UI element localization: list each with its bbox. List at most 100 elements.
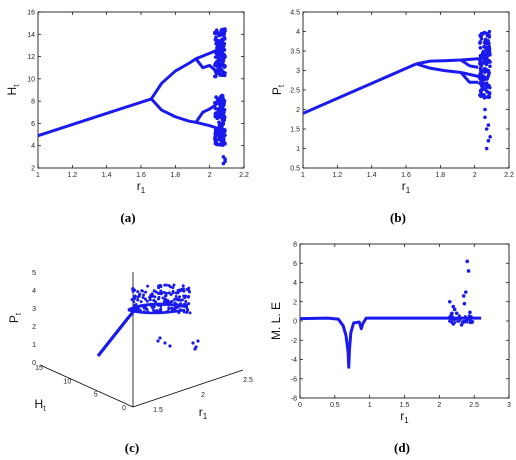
scatter-point bbox=[157, 295, 161, 299]
trajectory-branch bbox=[127, 302, 189, 312]
x-tick-label: 1.6 bbox=[136, 172, 146, 179]
panel-label-d: (d) bbox=[394, 440, 410, 455]
series-line-b-1 bbox=[416, 56, 489, 66]
scatter-point bbox=[458, 314, 461, 318]
scatter-point bbox=[220, 127, 224, 131]
scatter-point bbox=[132, 295, 136, 299]
scatter-point bbox=[450, 317, 454, 321]
x-tick-label: 2 bbox=[437, 402, 441, 409]
plot-frame-b bbox=[302, 11, 510, 169]
scatter-point bbox=[196, 339, 200, 343]
scatter-point bbox=[171, 286, 175, 290]
r-axis-label: r1 bbox=[199, 405, 208, 421]
scatter-point bbox=[158, 336, 162, 340]
scatter-point bbox=[454, 311, 459, 316]
scatter-point bbox=[176, 291, 180, 295]
scatter-point bbox=[465, 317, 469, 321]
y-axis-label-a: Ht bbox=[5, 84, 21, 96]
y-axis-label-b: Pt bbox=[270, 84, 286, 95]
series-line-a-4 bbox=[194, 101, 220, 124]
scatter-point bbox=[222, 42, 226, 46]
scatter-point bbox=[466, 269, 471, 273]
scatter-point bbox=[215, 131, 219, 136]
scatter-point bbox=[187, 286, 191, 290]
series-line-b-4 bbox=[459, 71, 479, 84]
y-tick-label: 1.5 bbox=[290, 127, 300, 134]
plot-frame-d bbox=[299, 243, 510, 399]
scatter-point bbox=[478, 41, 482, 45]
scatter-point bbox=[163, 303, 167, 307]
scatter-point bbox=[170, 299, 174, 303]
scatter-point bbox=[213, 128, 218, 132]
y-tick-label: 4.5 bbox=[290, 10, 300, 17]
scatter-point bbox=[133, 304, 137, 308]
scatter-point bbox=[223, 54, 227, 59]
scatter-point bbox=[482, 87, 487, 91]
y-tick-label: 3.5 bbox=[290, 49, 300, 56]
scatter-point bbox=[139, 300, 143, 304]
scatter-point bbox=[166, 309, 170, 313]
scatter-point bbox=[222, 28, 227, 32]
scatter-point bbox=[487, 71, 491, 75]
scatter-point bbox=[170, 309, 174, 313]
scatter-point bbox=[487, 95, 492, 99]
scatter-point bbox=[179, 302, 183, 306]
y-tick-label: 10 bbox=[27, 76, 35, 83]
scatter-point bbox=[213, 74, 217, 79]
scatter-point bbox=[173, 297, 177, 301]
scatter-point bbox=[222, 36, 227, 41]
scatter-point bbox=[478, 57, 482, 62]
scatter-point bbox=[483, 107, 487, 112]
scatter-point bbox=[136, 290, 140, 294]
scatter-point bbox=[166, 299, 170, 303]
scatter-point bbox=[218, 132, 223, 137]
x-tick-label: 1.5 bbox=[400, 402, 410, 409]
scatter-point bbox=[185, 310, 189, 314]
scatter-point bbox=[187, 289, 191, 293]
plot-frame-a bbox=[37, 11, 245, 169]
scatter-point bbox=[159, 285, 163, 289]
scatter-point bbox=[487, 41, 491, 46]
z-tick-label: 0 bbox=[32, 360, 36, 367]
scatter-point bbox=[219, 40, 224, 45]
scatter-point bbox=[453, 318, 456, 322]
scatter-point bbox=[479, 35, 483, 39]
scatter-point bbox=[132, 300, 136, 304]
scatter-point bbox=[452, 307, 457, 312]
x-axis-label-d: r1 bbox=[400, 409, 409, 425]
r-tick-label: 2.5 bbox=[243, 377, 253, 384]
scatter-point bbox=[167, 306, 171, 310]
series-line-d-0 bbox=[299, 316, 482, 369]
y-tick-label: 12 bbox=[27, 54, 35, 61]
x-axis-label-a: r1 bbox=[137, 179, 146, 195]
h-tick-label: 15 bbox=[35, 365, 43, 372]
scatter-point bbox=[167, 303, 171, 307]
scatter-point bbox=[487, 92, 492, 96]
scatter-point bbox=[486, 138, 491, 143]
scatter-point bbox=[184, 294, 188, 298]
z-tick-label: 3 bbox=[32, 306, 36, 313]
y-tick-label: 4 bbox=[293, 280, 297, 287]
scatter-point bbox=[469, 316, 472, 319]
scatter-point bbox=[219, 44, 224, 49]
scatter-point bbox=[484, 127, 489, 131]
scatter-point bbox=[451, 304, 456, 309]
scatter-point bbox=[156, 303, 160, 307]
scatter-point bbox=[182, 310, 186, 314]
scatter-point bbox=[163, 294, 167, 298]
scatter-point bbox=[191, 341, 195, 345]
scatter-point bbox=[186, 295, 190, 299]
scatter-point bbox=[136, 295, 140, 299]
scatter-point bbox=[150, 304, 154, 308]
scatter-point bbox=[481, 94, 486, 98]
scatter-point bbox=[487, 51, 492, 56]
scatter-point bbox=[140, 289, 144, 293]
scatter-point bbox=[142, 310, 146, 314]
scatter-point bbox=[167, 283, 171, 287]
scatter-point bbox=[478, 72, 483, 76]
scatter-point bbox=[131, 307, 135, 311]
x-tick-label: 1.4 bbox=[102, 172, 112, 179]
scatter-point bbox=[213, 37, 218, 42]
series-line-a-0 bbox=[37, 97, 152, 138]
